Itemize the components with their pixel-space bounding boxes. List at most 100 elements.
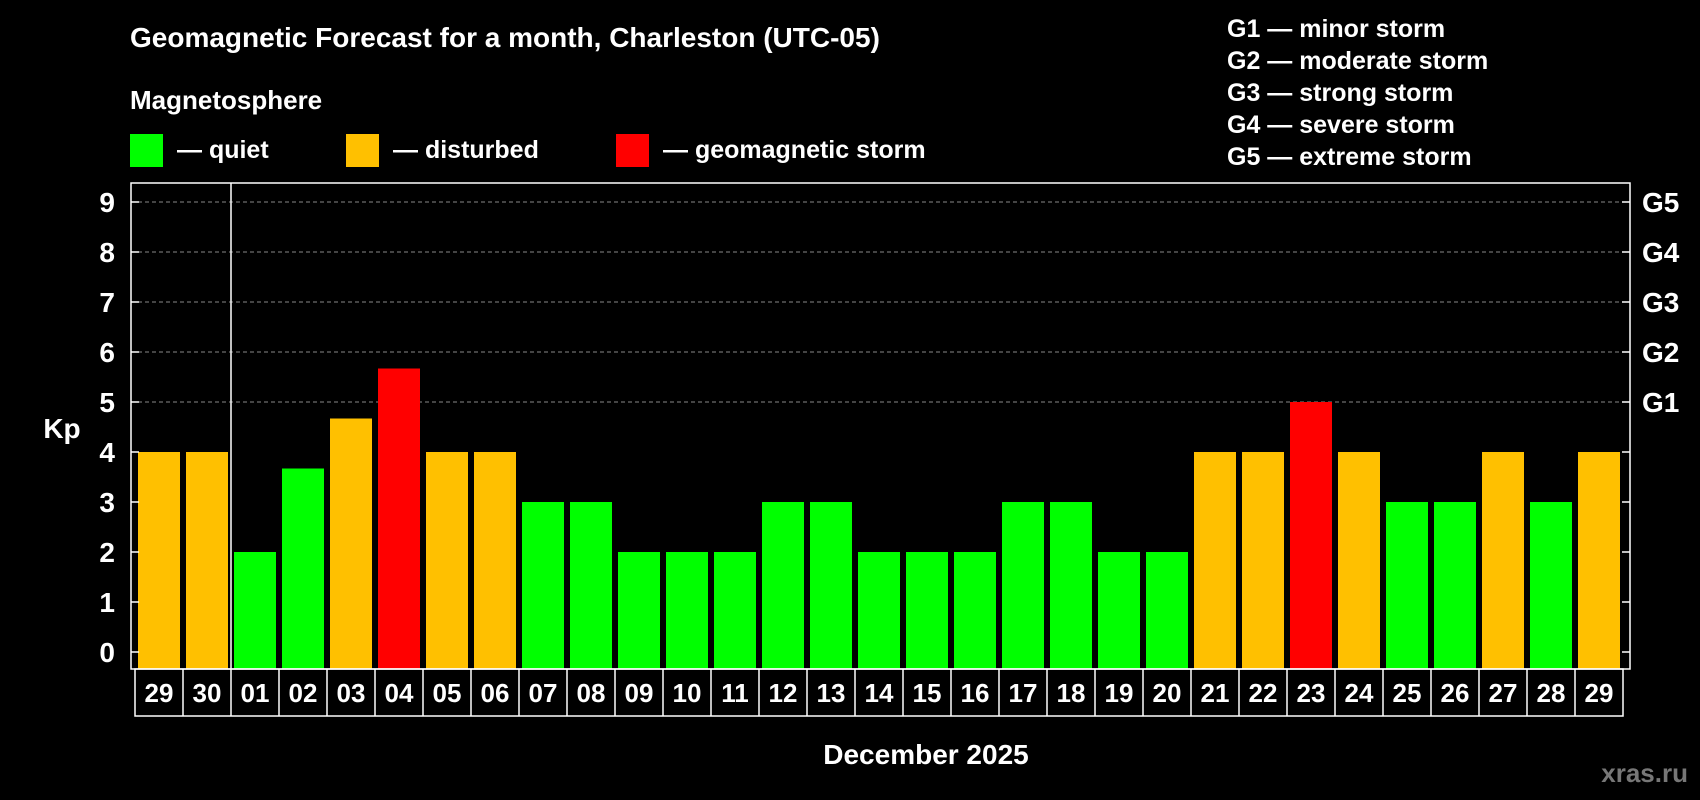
bar-10 [618,552,660,669]
x-tick-label-16: 15 [913,678,942,708]
bar-16 [906,552,948,669]
y-tick-label-9: 9 [99,187,115,218]
x-tick-label-27: 26 [1441,678,1470,708]
bar-1 [186,452,228,669]
legend-swatch-2 [616,134,649,167]
storm-scale-item-4: G5 — extreme storm [1227,143,1472,171]
x-tick-label-11: 10 [673,678,702,708]
y-tick-label-0: 0 [99,637,115,668]
bar-14 [810,502,852,669]
bar-series [138,368,1620,669]
y-tick-label-7: 7 [99,287,115,318]
bar-5 [378,368,420,669]
x-tick-label-14: 13 [817,678,846,708]
x-tick-label-0: 29 [145,678,174,708]
right-axis-label-g3: G3 [1642,287,1679,318]
x-tick-label-5: 04 [385,678,414,708]
bar-0 [138,452,180,669]
storm-scale-item-1: G2 — moderate storm [1227,47,1488,75]
x-tick-label-2: 01 [241,678,270,708]
y-tick-label-8: 8 [99,237,115,268]
legend-label-2: — geomagnetic storm [663,136,926,164]
bar-8 [522,502,564,669]
x-tick-label-4: 03 [337,678,366,708]
bar-4 [330,418,372,669]
bar-6 [426,452,468,669]
x-tick-label-30: 29 [1585,678,1614,708]
gridlines [131,201,1630,403]
y-tick-label-4: 4 [99,437,115,468]
bar-26 [1386,502,1428,669]
x-axis: 29 30 01 02 03 04 05 06 07 08 09 10 11 12 13 14 15 16 17 18… [134,668,1624,717]
x-tick-label-6: 05 [433,678,462,708]
x-tick-label-9: 08 [577,678,606,708]
right-axis-label-g4: G4 [1642,237,1680,268]
bar-21 [1146,552,1188,669]
x-tick-label-22: 21 [1201,678,1230,708]
bar-20 [1098,552,1140,669]
bar-12 [714,552,756,669]
bar-11 [666,552,708,669]
bar-7 [474,452,516,669]
x-tick-label-26: 25 [1393,678,1422,708]
storm-scale-item-3: G4 — severe storm [1227,111,1455,139]
legend-label-0: — quiet [177,136,269,164]
x-tick-label-24: 23 [1297,678,1326,708]
right-g-axis: G1 G2 G3 G4 G5 [1622,187,1680,653]
bar-2 [234,552,276,669]
x-tick-label-1: 30 [193,678,222,708]
bar-19 [1050,502,1092,669]
bar-17 [954,552,996,669]
bar-29 [1530,502,1572,669]
x-tick-label-23: 22 [1249,678,1278,708]
x-tick-label-19: 18 [1057,678,1086,708]
x-tick-label-29: 28 [1537,678,1566,708]
y-tick-label-6: 6 [99,337,115,368]
y-tick-label-3: 3 [99,487,115,518]
y-tick-label-2: 2 [99,537,115,568]
x-tick-label-3: 02 [289,678,318,708]
x-tick-label-28: 27 [1489,678,1518,708]
bar-25 [1338,452,1380,669]
bar-23 [1242,452,1284,669]
legend-label-1: — disturbed [393,136,539,164]
x-tick-label-10: 09 [625,678,654,708]
chart-title: Geomagnetic Forecast for a month, Charle… [130,22,880,53]
x-tick-label-7: 06 [481,678,510,708]
x-tick-label-12: 11 [721,678,749,708]
x-tick-label-13: 12 [769,678,798,708]
x-axis-label: December 2025 [823,739,1028,770]
y-axis: 0 1 2 3 4 5 6 7 8 9 [99,187,139,668]
bar-18 [1002,502,1044,669]
bar-15 [858,552,900,669]
x-tick-label-20: 19 [1105,678,1134,708]
right-axis-label-g5: G5 [1642,187,1679,218]
y-tick-label-1: 1 [99,587,115,618]
right-axis-label-g2: G2 [1642,337,1679,368]
y-axis-label: Kp [43,413,80,444]
bar-30 [1578,452,1620,669]
bar-13 [762,502,804,669]
x-tick-label-25: 24 [1345,678,1374,708]
x-axis-box [134,668,1624,717]
bar-9 [570,502,612,669]
legend-title: Magnetosphere [130,85,322,115]
right-axis-label-g1: G1 [1642,387,1679,418]
bar-27 [1434,502,1476,669]
y-tick-label-5: 5 [99,387,115,418]
storm-scale-item-2: G3 — strong storm [1227,79,1453,107]
x-tick-label-15: 14 [865,678,894,708]
bar-3 [282,468,324,669]
watermark: xras.ru [1601,758,1688,788]
storm-scale-legend: G1 — minor storm G2 — moderate storm G3 — … [1227,15,1488,171]
bar-22 [1194,452,1236,669]
legend: — quiet — disturbed — geomagnetic storm [130,134,926,167]
x-tick-label-17: 16 [961,678,990,708]
bar-24 [1290,402,1332,669]
x-tick-label-8: 07 [529,678,558,708]
legend-swatch-0 [130,134,163,167]
x-tick-label-21: 20 [1153,678,1182,708]
bar-28 [1482,452,1524,669]
legend-swatch-1 [346,134,379,167]
